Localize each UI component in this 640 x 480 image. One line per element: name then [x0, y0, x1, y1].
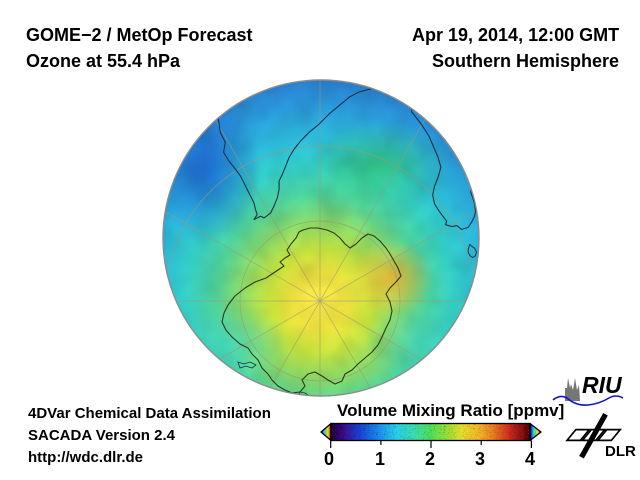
svg-text:DLR: DLR — [605, 443, 636, 460]
svg-text:RIU: RIU — [582, 372, 623, 398]
